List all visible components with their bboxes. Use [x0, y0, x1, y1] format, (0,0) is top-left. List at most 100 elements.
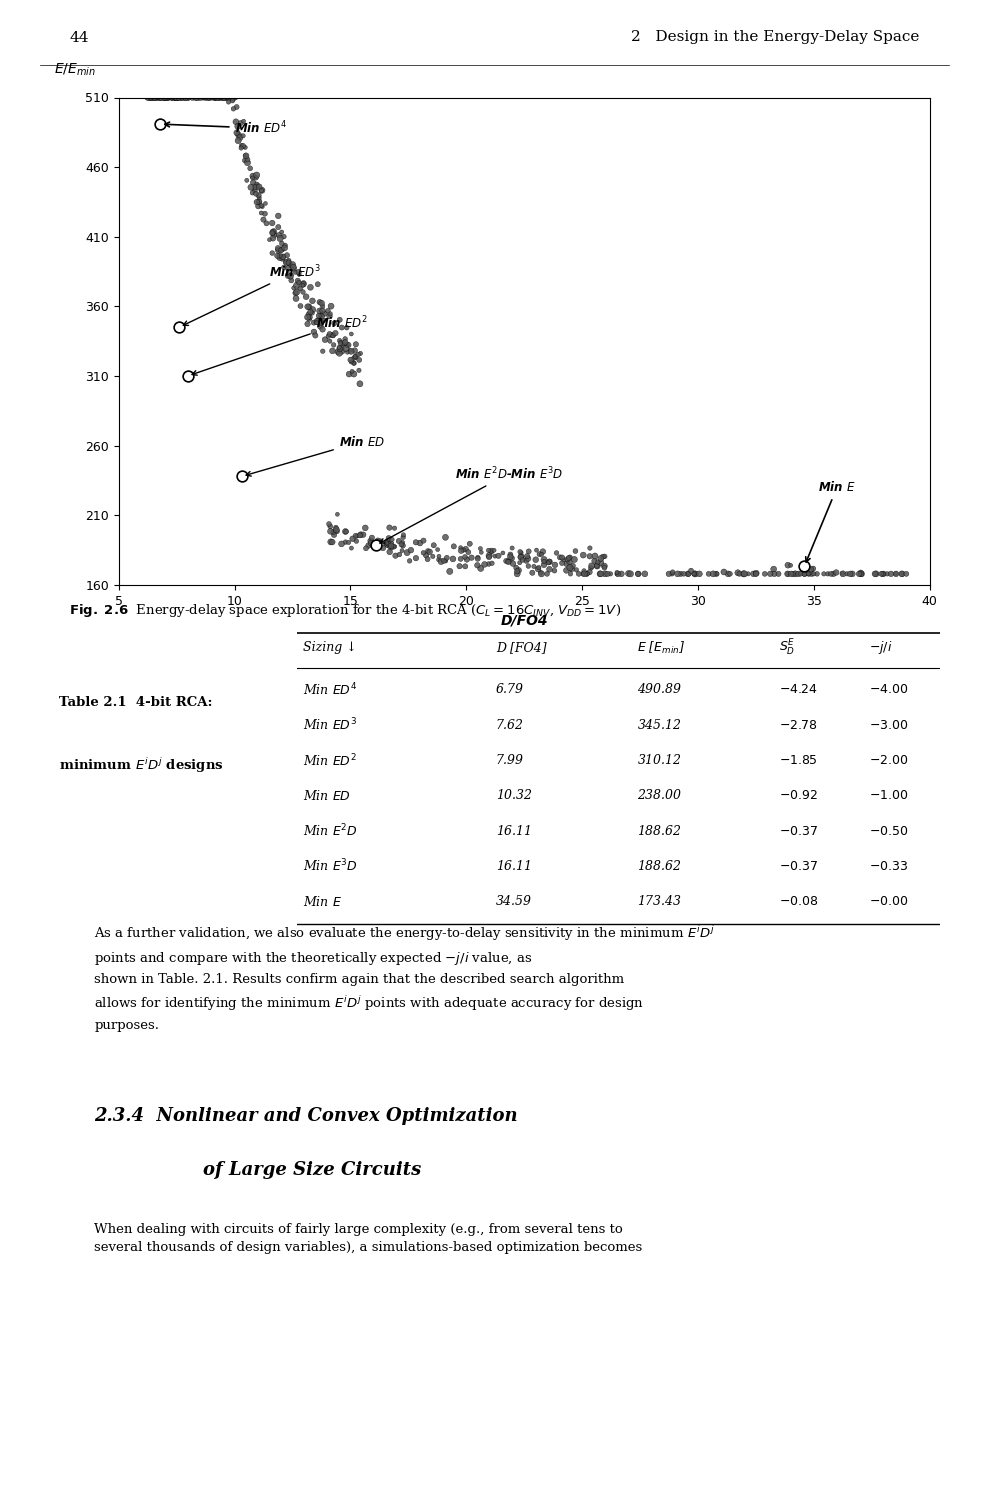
Text: Min $E^2D$-Min $E^3D$: Min $E^2D$-Min $E^3D$: [380, 465, 563, 543]
Point: [407, 531, 423, 555]
Point: [275, 244, 291, 268]
Point: [321, 322, 337, 346]
Point: [235, 124, 251, 148]
Text: Min $E^3D$: Min $E^3D$: [303, 858, 358, 874]
Point: [172, 86, 188, 109]
Point: [534, 543, 550, 567]
Point: [283, 254, 299, 278]
Point: [531, 555, 547, 579]
Text: $-2.00$: $-2.00$: [868, 754, 908, 766]
Point: [528, 538, 544, 562]
Point: [338, 519, 354, 543]
Point: [879, 562, 895, 586]
Text: $E$ [$E_{min}$]: $E$ [$E_{min}$]: [637, 639, 685, 656]
Point: [787, 562, 803, 586]
Point: [371, 530, 387, 554]
Text: 238.00: 238.00: [637, 789, 681, 802]
Text: $-3.00$: $-3.00$: [868, 718, 908, 732]
Point: [145, 86, 161, 109]
Point: [225, 88, 240, 112]
Point: [835, 562, 851, 586]
Point: [637, 562, 653, 586]
Point: [487, 538, 502, 562]
Text: $-0.50$: $-0.50$: [868, 825, 908, 837]
Point: [790, 562, 806, 586]
Point: [746, 562, 762, 586]
Point: [361, 534, 377, 558]
Point: [220, 86, 235, 109]
Point: [153, 86, 169, 109]
Point: [288, 261, 304, 285]
Text: Min $ED$: Min $ED$: [303, 789, 351, 802]
Point: [145, 86, 161, 109]
Point: [868, 562, 884, 586]
Point: [562, 555, 578, 579]
Point: [563, 562, 579, 586]
Point: [804, 562, 820, 586]
Point: [513, 540, 529, 564]
Point: [239, 168, 255, 192]
Point: [190, 86, 206, 109]
Point: [765, 556, 781, 580]
Point: [159, 86, 175, 109]
Text: Min $ED^4$: Min $ED^4$: [165, 120, 287, 136]
Point: [206, 86, 222, 109]
Point: [387, 516, 403, 540]
Point: [609, 561, 625, 585]
Point: [526, 555, 542, 579]
Point: [425, 544, 441, 568]
Point: [332, 332, 348, 356]
Point: [596, 544, 612, 568]
Point: [854, 562, 869, 586]
Point: [554, 546, 570, 570]
Point: [334, 315, 350, 339]
Point: [251, 190, 267, 214]
Point: [455, 538, 471, 562]
Point: [403, 538, 418, 562]
Point: [249, 190, 265, 214]
Point: [542, 550, 558, 574]
Point: [415, 542, 431, 566]
Point: [402, 549, 417, 573]
Point: [766, 562, 782, 586]
Point: [306, 320, 321, 344]
Point: [381, 531, 397, 555]
Point: [299, 285, 315, 309]
Point: [556, 548, 572, 572]
Point: [348, 333, 364, 357]
Point: [251, 186, 267, 210]
Point: [352, 342, 368, 366]
Point: [257, 201, 273, 225]
Point: [139, 86, 155, 109]
Point: [620, 561, 636, 585]
Point: [408, 546, 424, 570]
Point: [366, 534, 382, 558]
Point: [244, 182, 260, 206]
Point: [322, 519, 338, 543]
Point: [158, 86, 174, 109]
Point: [180, 86, 196, 109]
Point: [571, 562, 586, 586]
Point: [164, 86, 180, 109]
Point: [291, 270, 307, 294]
Point: [191, 86, 207, 109]
Point: [686, 562, 702, 586]
Point: [242, 156, 258, 180]
Point: [152, 86, 168, 109]
Point: [584, 556, 599, 580]
Point: [281, 256, 297, 280]
Point: [266, 219, 282, 243]
Point: [227, 110, 243, 134]
Point: [368, 532, 384, 556]
Point: [216, 86, 231, 109]
Text: 10.32: 10.32: [495, 789, 532, 802]
Point: [564, 556, 580, 580]
Point: [845, 562, 860, 586]
Point: [325, 333, 341, 357]
Point: [272, 246, 288, 270]
Text: $-4.24$: $-4.24$: [778, 684, 818, 696]
Point: [180, 364, 196, 388]
Text: 2.3.4  Nonlinear and Convex Optimization: 2.3.4 Nonlinear and Convex Optimization: [94, 1107, 518, 1125]
Point: [315, 309, 331, 333]
Point: [421, 540, 437, 564]
